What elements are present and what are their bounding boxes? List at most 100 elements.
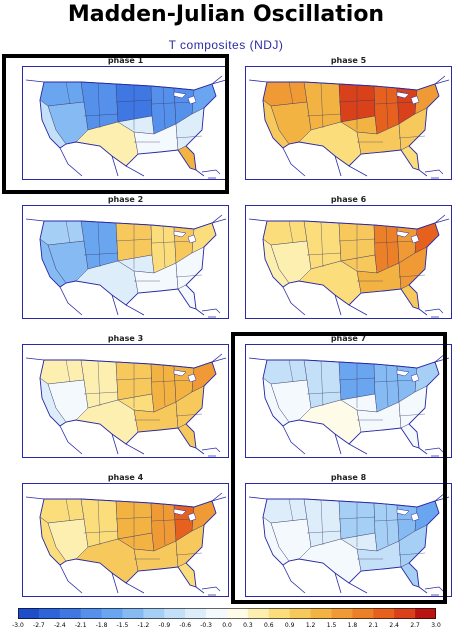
region-northwest	[39, 359, 85, 385]
caribbean-islands	[424, 586, 444, 596]
colorbar-tick-label: -2.1	[74, 622, 87, 629]
caribbean-islands	[201, 308, 221, 318]
caribbean-islands	[201, 169, 221, 179]
state-borders	[65, 498, 203, 560]
colorbar-tick-label: -2.7	[33, 622, 45, 629]
panel-label: phase 2	[107, 195, 144, 204]
colorbar-swatch	[373, 608, 395, 619]
great-lakes	[396, 230, 420, 244]
colorbar-swatch	[122, 608, 144, 619]
mexico-coastline	[59, 564, 205, 594]
us-temperature-map	[22, 205, 229, 319]
us-outline	[39, 81, 217, 171]
colorbar-swatch	[227, 608, 249, 619]
colorbar-tick-label: 1.2	[305, 622, 316, 629]
colorbar-swatch	[80, 608, 102, 619]
state-borders	[288, 81, 426, 143]
great-lakes	[396, 369, 420, 383]
colorbar-swatch	[143, 608, 165, 619]
colorbar-swatch	[18, 608, 40, 619]
colorbar-outline	[18, 608, 436, 619]
map-panel-phase-1: phase 1	[22, 56, 229, 180]
us-temperature-map	[245, 66, 452, 180]
caribbean-islands	[201, 586, 221, 596]
great-lakes	[173, 508, 197, 522]
page-title: Madden-Julian Oscillation	[67, 2, 385, 27]
colorbar-tick-label: 2.7	[410, 622, 420, 629]
colorbar-swatch	[38, 608, 61, 619]
colorbar-tick-label: -0.3	[200, 622, 212, 629]
us-temperature-map	[22, 483, 229, 597]
colorbar-tick-label: 3.0	[431, 622, 441, 629]
map-panel-phase-5: phase 5	[245, 56, 452, 180]
colorbar-tick-label: 2.1	[368, 622, 379, 629]
colorbar-tick-label: -0.9	[158, 622, 171, 629]
us-temperature-map	[22, 344, 229, 458]
colorbar-swatch	[59, 608, 81, 619]
colorbar	[18, 608, 436, 619]
state-borders	[288, 359, 426, 421]
map-panel-phase-3: phase 3	[22, 334, 229, 458]
us-outline	[262, 498, 440, 588]
colorbar-swatch	[101, 608, 123, 619]
caribbean-islands	[424, 447, 444, 457]
mexico-coastline	[282, 147, 428, 177]
colorbar-tick-label: -1.2	[137, 622, 150, 629]
region-northwest	[39, 498, 85, 524]
state-borders	[65, 81, 203, 143]
great-lakes	[173, 91, 197, 105]
great-lakes	[173, 230, 197, 244]
region-northwest	[262, 81, 308, 107]
caribbean-islands	[424, 308, 444, 318]
phase-7-8-highlight-frame	[231, 332, 447, 604]
us-temperature-map	[245, 344, 452, 458]
colorbar-swatch	[394, 608, 416, 619]
colorbar-tick-label: 0.9	[284, 622, 295, 629]
us-outline	[262, 359, 440, 449]
caribbean-islands	[424, 169, 444, 179]
great-lakes	[396, 91, 420, 105]
phase-1-highlight-frame	[2, 54, 229, 194]
map-panel-phase-8: phase 8	[245, 473, 452, 597]
us-temperature-map	[245, 205, 452, 319]
map-panel-phase-4: phase 4	[22, 473, 229, 597]
colorbar-swatch	[415, 608, 436, 619]
colorbar-tick-label: -0.6	[179, 622, 192, 629]
colorbar-swatch	[206, 608, 228, 619]
colorbar-tick-label: -1.8	[95, 622, 108, 629]
colorbar-tick-label: 1.5	[326, 622, 337, 629]
map-panel-phase-7: phase 7	[245, 334, 452, 458]
mexico-coastline	[282, 425, 428, 455]
us-outline	[262, 81, 440, 171]
mexico-coastline	[59, 286, 205, 316]
panel-label: phase 7	[330, 334, 367, 343]
mexico-coastline	[59, 147, 205, 177]
colorbar-tick-label: 1.8	[347, 622, 358, 629]
panel-label: phase 4	[107, 473, 144, 482]
us-temperature-map	[245, 483, 452, 597]
great-lakes	[396, 508, 420, 522]
figure-subtitle: T composites (NDJ)	[168, 38, 284, 52]
state-borders	[65, 220, 203, 282]
colorbar-tick-label: -1.5	[116, 622, 129, 629]
panel-label: phase 3	[107, 334, 144, 343]
caribbean-islands	[201, 447, 221, 457]
colorbar-swatch	[289, 608, 311, 619]
colorbar-tick-label: 0.0	[222, 622, 232, 629]
region-northwest	[39, 220, 85, 246]
mexico-coastline	[282, 286, 428, 316]
colorbar-swatch	[352, 608, 374, 619]
colorbar-tick-label: -3.0	[12, 622, 24, 629]
us-outline	[39, 359, 217, 449]
colorbar-tick-label: 2.4	[389, 622, 399, 629]
us-outline	[39, 498, 217, 588]
region-northwest	[262, 220, 308, 246]
colorbar-swatch	[268, 608, 290, 619]
colorbar-tick-label: 0.6	[264, 622, 274, 629]
colorbar-tick-label: 0.3	[243, 622, 253, 629]
great-lakes	[173, 369, 197, 383]
colorbar-swatch	[247, 608, 270, 619]
us-outline	[262, 220, 440, 310]
state-borders	[288, 498, 426, 560]
state-borders	[65, 359, 203, 421]
